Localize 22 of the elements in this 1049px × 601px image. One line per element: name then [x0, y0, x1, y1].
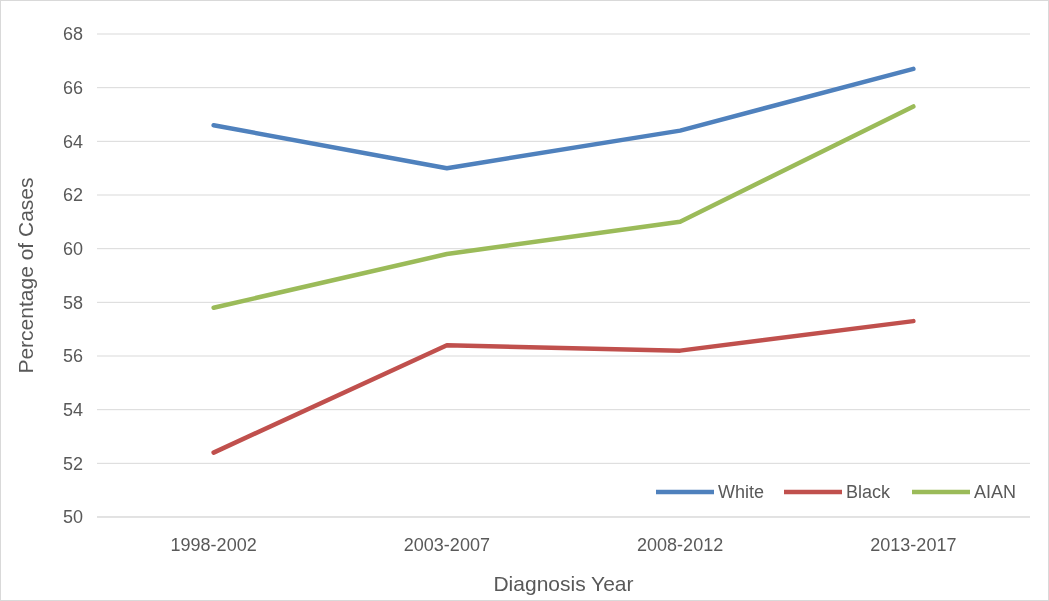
y-tick-label: 56 [62, 346, 83, 367]
y-tick-label: 64 [62, 131, 83, 152]
legend-label: White [718, 482, 765, 503]
x-tick-label: 2013-2017 [870, 535, 957, 555]
legend-label: Black [846, 482, 892, 503]
x-axis-title: Diagnosis Year [493, 572, 634, 595]
y-tick-label: 58 [62, 292, 83, 313]
y-tick-label: 62 [62, 185, 83, 206]
y-tick-label: 50 [62, 507, 83, 528]
y-tick-label: 54 [62, 399, 83, 420]
y-tick-label: 60 [62, 238, 83, 259]
y-axis-title: Percentage of Cases [14, 177, 37, 374]
legend-label: AIAN [974, 482, 1017, 503]
y-tick-label: 52 [62, 453, 83, 474]
x-tick-label: 1998-2002 [170, 535, 257, 555]
x-tick-label: 2008-2012 [637, 535, 724, 555]
x-tick-label: 2003-2007 [403, 535, 490, 555]
y-tick-label: 68 [62, 24, 83, 45]
line-series [211, 104, 916, 310]
line-series [211, 66, 916, 171]
line-series [211, 318, 916, 455]
y-tick-label: 66 [62, 77, 83, 98]
